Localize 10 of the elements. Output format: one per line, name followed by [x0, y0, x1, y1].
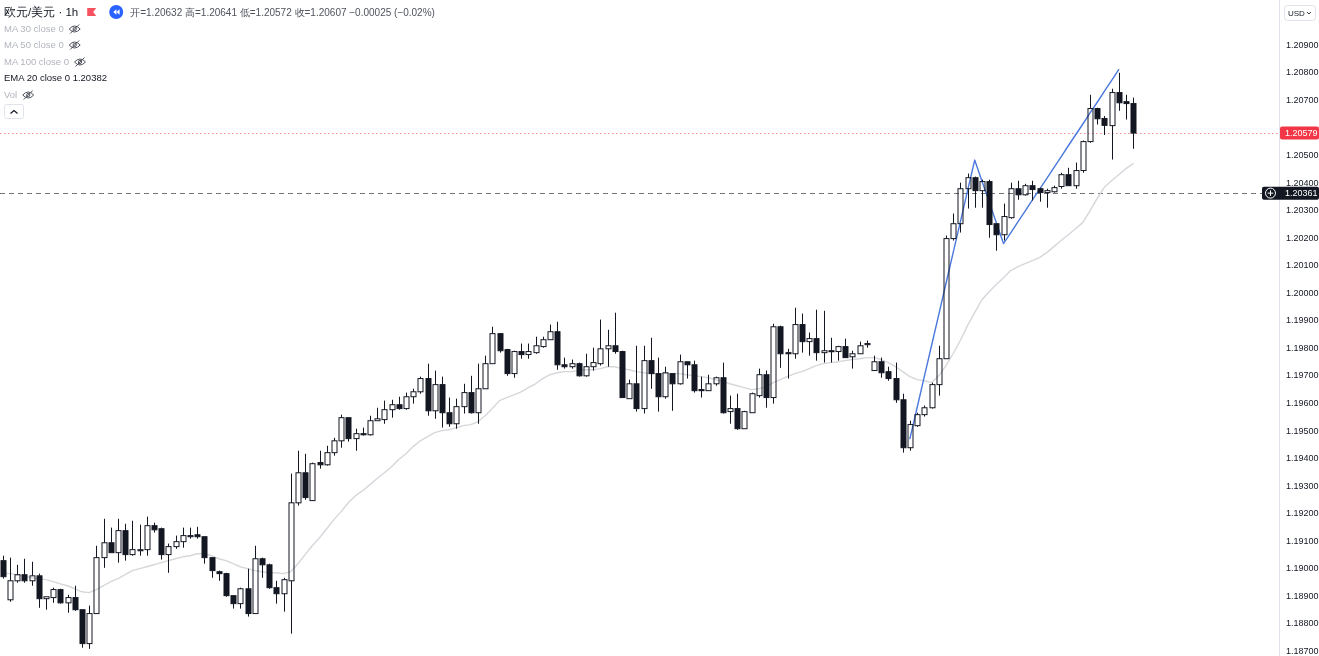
title: 欧元/美元 · 1h [4, 6, 79, 18]
annotation: MA 30 close 0 [4, 23, 64, 35]
annotation: USD [1288, 9, 1305, 18]
annotation: MA 100 close 0 [4, 56, 69, 68]
ref-line-label: 1.20361 [1285, 188, 1318, 199]
ref-line-label: 1.20579 [1285, 128, 1318, 139]
annotation: Vol [4, 89, 18, 101]
annotation: EMA 20 close 0 1.20382 [4, 72, 107, 84]
annotation: MA 50 close 0 [4, 39, 64, 51]
annotation: 开=1.20632 高=1.20641 低=1.20572 收=1.20607 −0.00025 (−0.02%) [130, 6, 435, 18]
